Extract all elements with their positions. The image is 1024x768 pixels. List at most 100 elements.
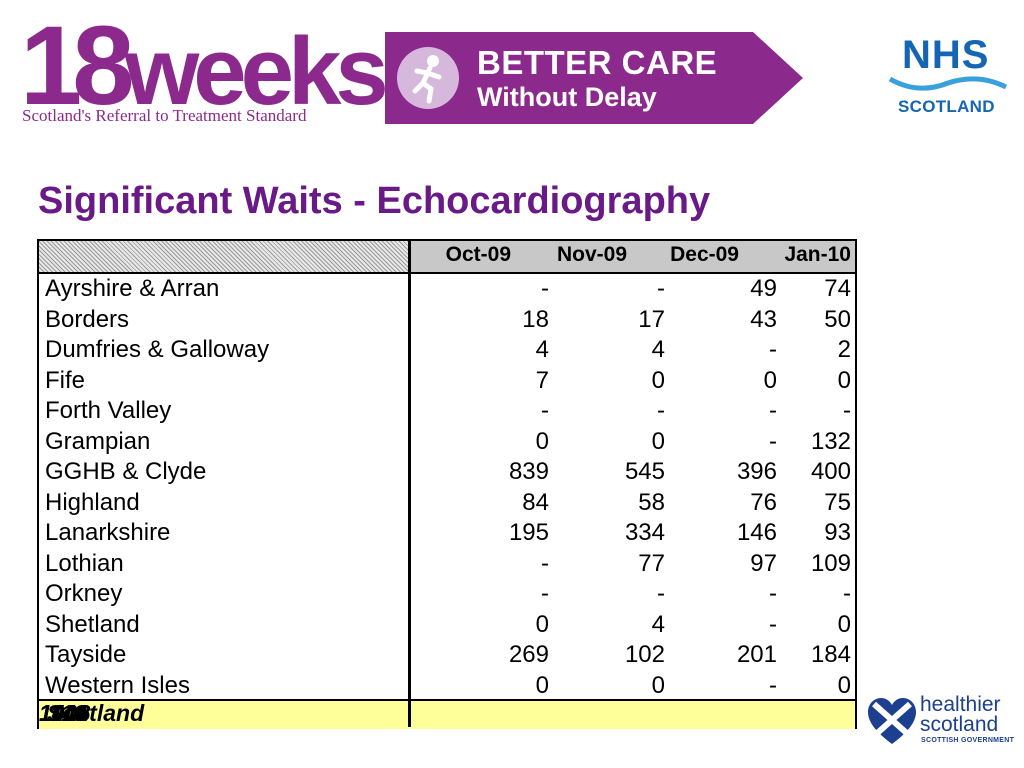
table-cell: - xyxy=(541,580,549,607)
table-cell: - xyxy=(657,275,665,302)
nhs-wordmark: NHS xyxy=(902,33,990,77)
table-cell: 4 xyxy=(651,336,665,363)
table-cell: 184 xyxy=(810,641,851,668)
column-header: Oct-09 xyxy=(445,243,511,266)
row-label: Lanarkshire xyxy=(45,519,171,546)
table-row: Grampian 0 0 - 132 xyxy=(39,427,855,458)
table-cell: 74 xyxy=(824,275,851,302)
table-cell: - xyxy=(769,580,777,607)
hs-line2: scotland xyxy=(920,713,999,736)
table-cell: 0 xyxy=(651,427,665,455)
table-cell: 17 xyxy=(638,305,665,333)
hs-line1: healthier xyxy=(920,693,1001,716)
total-label: Scotland xyxy=(47,700,145,726)
table-cell: 93 xyxy=(824,519,851,546)
table-row: Lanarkshire 195 334 146 93 xyxy=(39,518,855,549)
table-cell: - xyxy=(843,397,851,424)
table-cell: 58 xyxy=(638,488,665,516)
banner-line2: Without Delay xyxy=(477,82,657,112)
table-row: GGHB & Clyde 839 545 396 400 xyxy=(39,457,855,488)
table-cell: 0 xyxy=(651,366,665,394)
table-cell: 75 xyxy=(824,488,851,516)
table-row: Shetland 0 4 - 0 xyxy=(39,610,855,641)
table-row: Ayrshire & Arran - - 49 74 xyxy=(39,274,855,305)
table-cell: - xyxy=(769,610,777,638)
table-cell: 4 xyxy=(651,610,665,638)
row-label: Western Isles xyxy=(45,671,190,699)
table-cell: 0 xyxy=(535,671,549,699)
table-row: Forth Valley - - - - xyxy=(39,396,855,427)
18weeks-logo: 18weeks Scotland's Referral to Treatment… xyxy=(20,10,389,132)
table-cell: 396 xyxy=(736,458,777,485)
column-divider xyxy=(408,241,411,727)
nhs-wave-icon xyxy=(888,76,1008,91)
table-row: Fife 7 0 0 0 xyxy=(39,366,855,397)
table-cell: - xyxy=(541,397,549,424)
table-cell: 0 xyxy=(535,610,549,638)
table-cell: 334 xyxy=(624,519,665,546)
column-header: Jan-10 xyxy=(784,243,851,266)
table-cell: 195 xyxy=(508,519,549,546)
total-cell: 1119 xyxy=(39,700,87,726)
table-cell: 0 xyxy=(535,427,549,455)
row-label: Fife xyxy=(45,366,86,394)
table-cell: 18 xyxy=(522,305,549,333)
table-row: Dumfries & Galloway 4 4 - 2 xyxy=(39,335,855,366)
column-header: Dec-09 xyxy=(670,243,739,266)
row-label: Ayrshire & Arran xyxy=(45,275,220,302)
total-row: Scotland 1416 1141 1008 1119 xyxy=(39,699,855,729)
row-label: Forth Valley xyxy=(45,397,172,424)
page-title: Significant Waits - Echocardiography xyxy=(38,180,711,222)
table-cell: 132 xyxy=(810,427,851,455)
table-cell: 0 xyxy=(837,671,851,699)
table-cell: - xyxy=(769,671,777,699)
table-cell: 76 xyxy=(750,488,777,516)
column-header: Nov-09 xyxy=(556,243,627,266)
row-label: Highland xyxy=(45,488,140,516)
table-cell: 50 xyxy=(824,305,851,333)
healthier-scotland-logo: healthier scotland SCOTTISH GOVERNMENT xyxy=(866,693,1016,748)
table-cell: 839 xyxy=(508,458,549,485)
table-cell: - xyxy=(541,549,549,577)
table-cell: 146 xyxy=(736,519,777,546)
table-cell: - xyxy=(657,397,665,424)
table-header: Oct-09 Nov-09 Dec-09 Jan-10 xyxy=(39,241,855,274)
nhs-scotland-logo: NHS SCOTLAND xyxy=(888,33,1008,123)
row-label: Tayside xyxy=(45,641,127,668)
logo-number: 18 xyxy=(20,3,135,128)
table-cell: - xyxy=(843,580,851,607)
row-label: GGHB & Clyde xyxy=(45,458,207,485)
row-label: Lothian xyxy=(45,549,124,577)
table-cell: 43 xyxy=(750,305,777,333)
table-cell: 201 xyxy=(736,641,777,668)
table-cell: - xyxy=(769,427,777,455)
table-cell: 545 xyxy=(624,458,665,485)
nhs-subtitle: SCOTLAND xyxy=(898,97,995,116)
total-cell: 1008 xyxy=(39,700,91,726)
table-row: Western Isles 0 0 - 0 xyxy=(39,671,855,702)
row-label: Borders xyxy=(45,305,130,333)
banner-arrow-shape xyxy=(385,32,803,124)
table-row: Tayside 269 102 201 184 xyxy=(39,640,855,671)
logo-word: weeks xyxy=(124,18,389,125)
table-cell: - xyxy=(657,580,665,607)
table-cell: 0 xyxy=(763,366,777,394)
table-cell: 0 xyxy=(837,610,851,638)
hs-line3: SCOTTISH GOVERNMENT xyxy=(921,737,1015,744)
table-cell: 0 xyxy=(651,671,665,699)
row-label: Shetland xyxy=(45,610,140,638)
better-care-banner: BETTER CARE Without Delay xyxy=(385,32,805,124)
row-label: Grampian xyxy=(45,427,151,455)
total-cell: 1416 xyxy=(39,700,91,726)
table-cell: 102 xyxy=(624,641,665,668)
table-cell: 0 xyxy=(837,366,851,394)
table-cell: 2 xyxy=(837,336,851,363)
table-cell: 7 xyxy=(535,366,549,394)
row-label: Dumfries & Galloway xyxy=(45,336,270,363)
table-row: Orkney - - - - xyxy=(39,579,855,610)
table-row: Borders 18 17 43 50 xyxy=(39,305,855,336)
banner-line1: BETTER CARE xyxy=(477,44,718,81)
total-cell: 1141 xyxy=(39,700,89,726)
row-label: Orkney xyxy=(45,580,123,607)
table-cell: 4 xyxy=(535,336,549,363)
